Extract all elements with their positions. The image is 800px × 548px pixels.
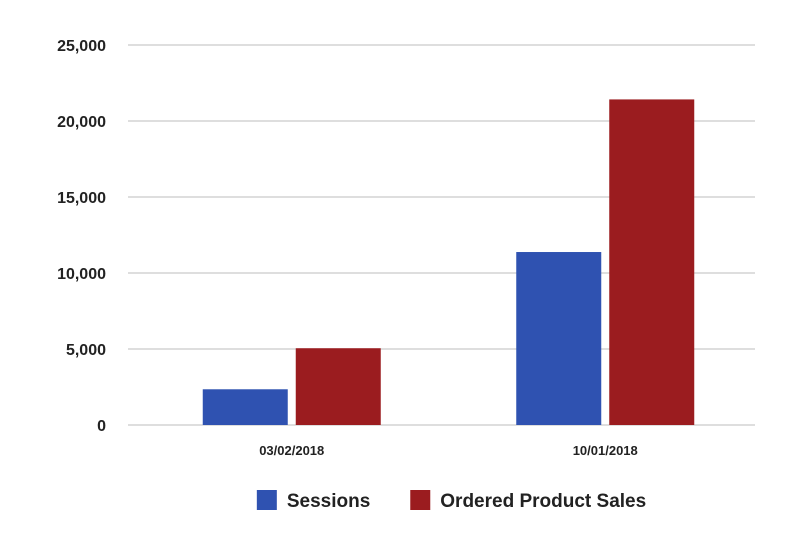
bar-sessions: [202, 389, 288, 425]
bars: [202, 99, 695, 425]
y-tick-label: 15,000: [57, 190, 106, 207]
x-category-label: 03/02/2018: [259, 443, 324, 458]
bar-ordered-product-sales: [295, 348, 381, 425]
legend-label: Sessions: [287, 491, 370, 512]
y-tick-label: 5,000: [66, 342, 106, 359]
y-tick-label: 20,000: [57, 114, 106, 131]
legend: Sessions Ordered Product Sales: [256, 490, 646, 512]
y-tick-label: 0: [97, 418, 106, 435]
x-category-label: 10/01/2018: [573, 443, 638, 458]
legend-label: Ordered Product Sales: [440, 491, 646, 512]
legend-swatch: [256, 490, 277, 510]
y-axis: 0 5,000 10,000 15,000 20,000 25,000: [57, 38, 106, 435]
y-tick-label: 10,000: [57, 266, 106, 283]
x-axis: 03/02/2018 10/01/2018: [259, 443, 638, 458]
bar-ordered-product-sales: [609, 99, 695, 425]
bar-sessions: [516, 252, 602, 425]
legend-item: Sessions: [256, 490, 370, 512]
legend-item: Ordered Product Sales: [410, 490, 646, 512]
y-tick-label: 25,000: [57, 38, 106, 55]
legend-swatch: [410, 490, 431, 510]
